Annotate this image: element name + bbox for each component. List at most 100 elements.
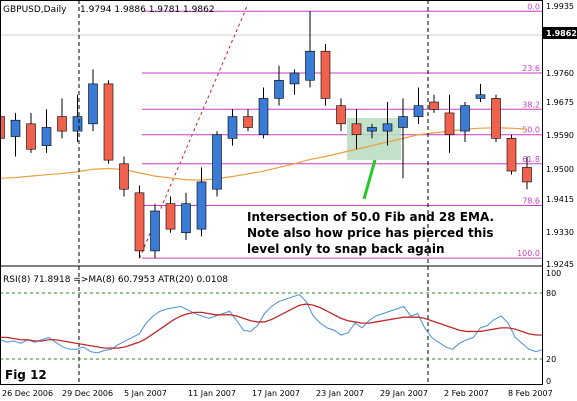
candle <box>274 65 284 106</box>
figure-label: Fig 12 <box>5 368 47 382</box>
indicator-tick: 80 <box>546 289 556 298</box>
fib-level-label: 100.0 <box>517 249 540 258</box>
bull-candle-body <box>181 203 191 234</box>
candle <box>57 98 67 139</box>
bear-candle-body <box>165 203 176 230</box>
annotation-line-1: Intersection of 50.0 Fib and 28 EMA. <box>247 210 494 224</box>
rsi-ma-line <box>0 303 543 349</box>
bear-candle-body <box>134 192 145 252</box>
bull-candle-body <box>150 210 160 252</box>
candle <box>0 109 5 142</box>
bear-candle-body <box>320 50 331 99</box>
date-tick: 11 Jan 2007 <box>188 389 236 398</box>
bull-candle-body <box>274 79 284 99</box>
candle <box>305 11 315 88</box>
annotation-text: Intersection of 50.0 Fib and 28 EMA. Not… <box>247 210 494 256</box>
bear-candle-body <box>444 112 455 136</box>
current-price: 1.9862 <box>546 29 577 38</box>
date-tick: 26 Dec 2006 <box>2 389 53 398</box>
indicator-tick: 0 <box>546 377 551 386</box>
price-tick: 1.9500 <box>546 165 574 174</box>
symbol-label: GBPUSD,Daily <box>3 5 67 15</box>
price-tick: 1.9760 <box>546 69 574 78</box>
rsi-line <box>0 293 544 354</box>
fib-trend-line <box>139 3 249 259</box>
bear-candle-body <box>103 83 114 161</box>
ohlc-values: 1.9794 1.9886 1.9781 1.9862 <box>80 5 215 15</box>
candle <box>134 185 145 259</box>
candle <box>72 94 83 142</box>
bear-candle-body <box>0 116 5 139</box>
price-tick: 1.9330 <box>546 228 574 237</box>
bull-candle-body <box>460 105 470 132</box>
bear-candle-body <box>351 123 362 136</box>
price-tick: 1.9590 <box>546 131 574 140</box>
candle <box>367 123 377 139</box>
candle <box>475 83 486 103</box>
price-tick: 1.9935 <box>546 2 574 11</box>
candlesticks <box>0 11 532 259</box>
indicator-axis: 100 80 20 0 <box>546 269 561 386</box>
date-axis: 26 Dec 2006 29 Dec 2006 5 Jan 2007 11 Ja… <box>2 389 553 398</box>
fib-levels: 0.0 23.6 38.2 50.0 61.8 78.6 100.0 <box>142 2 543 259</box>
indicator-grid <box>0 292 543 360</box>
indicator-tick: 100 <box>546 269 561 278</box>
annotation-line-2: Note also how price has pierced this <box>247 226 494 240</box>
bull-candle-body <box>10 119 21 137</box>
date-tick: 17 Jan 2007 <box>252 389 300 398</box>
candle <box>320 43 331 106</box>
bull-candle-body <box>196 181 207 230</box>
bull-candle-body <box>305 50 315 81</box>
candle <box>382 102 393 146</box>
bear-candle-body <box>491 98 501 139</box>
bear-candle-body <box>119 163 129 190</box>
bear-candle-body <box>429 101 439 110</box>
candle <box>150 203 160 259</box>
candle <box>243 109 253 132</box>
candle <box>413 87 424 124</box>
chart-frame <box>0 0 543 385</box>
bull-candle-body <box>367 127 377 132</box>
bull-candle-body <box>227 116 238 139</box>
candle <box>41 109 52 153</box>
indicator-label: RSI(8) 71.8918 =>MA(8) 60.7953 ATR(20) 0… <box>3 275 228 285</box>
candle <box>398 98 408 179</box>
candle <box>460 102 470 142</box>
candle <box>444 94 455 153</box>
bear-candle-body <box>506 138 517 172</box>
bear-candle-body <box>26 123 36 150</box>
bull-candle-body <box>289 72 300 85</box>
date-tick: 23 Jan 2007 <box>316 389 364 398</box>
bear-candle-body <box>57 116 67 132</box>
ema-line <box>0 127 528 181</box>
candle <box>491 94 501 142</box>
date-tick: 5 Jan 2007 <box>124 389 167 398</box>
fib-level-label: 0.0 <box>527 2 540 11</box>
annotation-line-3: level only to snap back again <box>247 242 445 256</box>
candle <box>181 192 191 241</box>
ema-28-line <box>0 127 528 181</box>
pointer-arrow <box>362 159 377 200</box>
current-price-box <box>543 27 577 39</box>
rsi-series <box>0 293 544 354</box>
candle <box>119 156 129 197</box>
candle <box>88 69 98 132</box>
bull-candle-body <box>258 98 269 136</box>
bull-candle-body <box>475 94 486 99</box>
fib-level-label: 61.8 <box>522 155 540 164</box>
candle <box>522 156 532 190</box>
fib-level-label: 38.2 <box>522 100 540 109</box>
bull-candle-body <box>212 134 222 190</box>
swing-trend-line <box>139 3 249 259</box>
period-separators <box>78 0 429 385</box>
candle <box>258 87 269 139</box>
price-tick: 1.9415 <box>546 195 574 204</box>
candle <box>351 109 362 150</box>
bull-candle-body <box>41 127 52 146</box>
bear-candle-body <box>522 167 532 183</box>
candle <box>103 80 114 164</box>
price-axis: 1.9935 1.9760 1.9675 1.9590 1.9500 1.941… <box>543 2 577 269</box>
bull-candle-body <box>72 116 83 132</box>
candle <box>196 167 207 237</box>
